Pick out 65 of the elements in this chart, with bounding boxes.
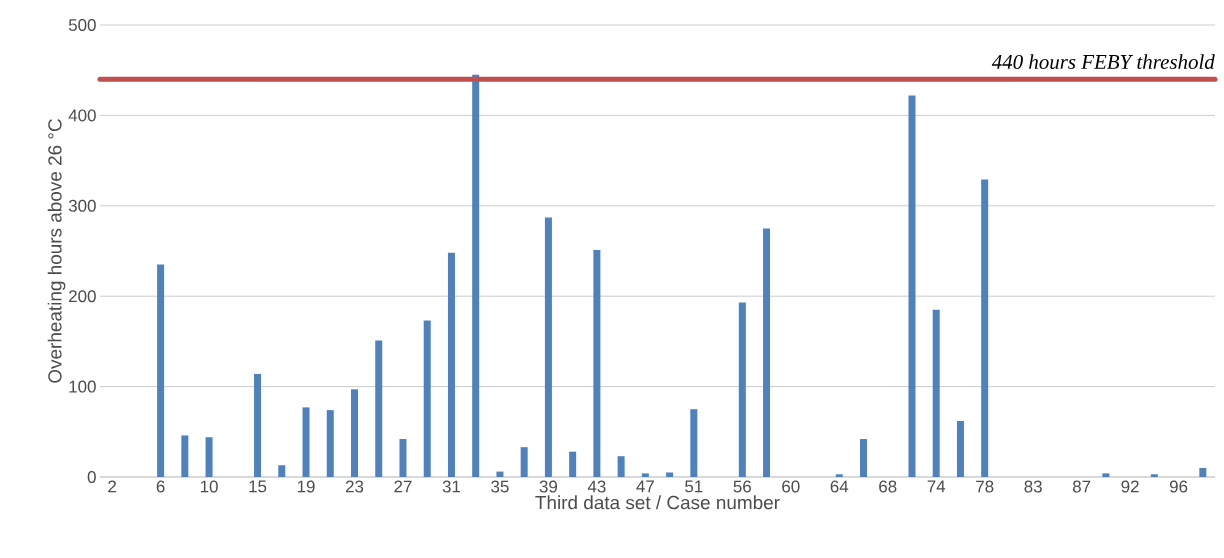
y-axis-title: Overheating hours above 26 °C bbox=[47, 119, 66, 383]
bar bbox=[932, 309, 940, 477]
bar bbox=[375, 340, 383, 477]
ref-line-label: 440 hours FEBY threshold bbox=[991, 54, 1215, 70]
x-tick-label: 10 bbox=[200, 480, 218, 493]
x-tick-label: 39 bbox=[539, 480, 558, 493]
y-tick-label: 300 bbox=[68, 199, 96, 212]
x-tick-label: 2 bbox=[108, 480, 116, 493]
bar bbox=[496, 471, 504, 477]
bar bbox=[447, 252, 455, 477]
bar bbox=[544, 217, 552, 477]
x-tick-label: 64 bbox=[830, 480, 849, 493]
bar bbox=[1150, 474, 1158, 477]
bar bbox=[302, 407, 310, 477]
x-tick-label: 78 bbox=[976, 480, 994, 493]
bar bbox=[569, 451, 577, 477]
bar bbox=[423, 320, 431, 477]
x-tick-label: 83 bbox=[1024, 480, 1042, 493]
x-tick-label: 27 bbox=[394, 480, 412, 493]
y-tick-label: 100 bbox=[69, 380, 96, 393]
bar bbox=[981, 179, 989, 477]
bar bbox=[835, 474, 843, 477]
x-tick-label: 23 bbox=[345, 480, 364, 493]
x-tick-label: 87 bbox=[1072, 480, 1091, 493]
x-tick-label: 47 bbox=[636, 480, 654, 493]
y-tick-label: 200 bbox=[69, 290, 96, 303]
bar bbox=[520, 447, 528, 477]
x-axis-title: Third data set / Case number bbox=[535, 495, 780, 510]
bar bbox=[641, 473, 649, 477]
bar bbox=[205, 437, 213, 477]
y-tick-label: 0 bbox=[87, 471, 96, 483]
x-tick-label: 56 bbox=[733, 480, 751, 493]
bar bbox=[181, 435, 189, 477]
bar bbox=[254, 373, 262, 477]
bar bbox=[351, 389, 358, 477]
x-tick-label: 31 bbox=[442, 480, 461, 493]
bar bbox=[738, 302, 746, 477]
x-tick-label: 43 bbox=[587, 480, 606, 493]
bar bbox=[1102, 473, 1110, 477]
bar bbox=[326, 410, 334, 477]
x-tick-label: 35 bbox=[491, 480, 509, 493]
bar bbox=[399, 439, 407, 477]
bar bbox=[908, 95, 916, 477]
x-tick-label: 19 bbox=[297, 480, 315, 493]
x-tick-label: 68 bbox=[879, 480, 897, 493]
bar bbox=[278, 465, 286, 477]
bar bbox=[1199, 467, 1207, 477]
y-tick-label: 400 bbox=[68, 109, 96, 122]
x-tick-label: 51 bbox=[685, 480, 703, 493]
bar bbox=[763, 228, 771, 477]
bar bbox=[593, 250, 601, 477]
x-tick-label: 6 bbox=[156, 480, 165, 493]
bar bbox=[860, 439, 867, 477]
x-tick-label: 74 bbox=[927, 480, 946, 493]
bar bbox=[157, 264, 165, 477]
bar bbox=[617, 456, 625, 477]
x-tick-label: 15 bbox=[249, 480, 267, 493]
x-tick-label: 96 bbox=[1169, 480, 1188, 493]
bar bbox=[690, 409, 698, 477]
bar bbox=[956, 420, 964, 477]
x-tick-label: 92 bbox=[1121, 480, 1139, 493]
x-tick-label: 60 bbox=[782, 480, 800, 493]
bar bbox=[666, 472, 674, 477]
bar bbox=[472, 74, 480, 477]
y-tick-label: 500 bbox=[68, 19, 96, 31]
